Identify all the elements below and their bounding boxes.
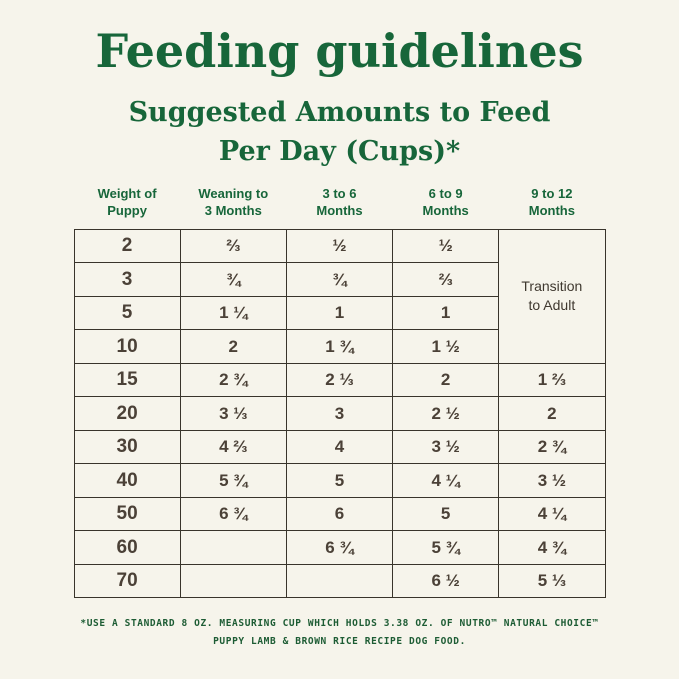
amount-cell: 2 ¾ [498,429,606,465]
amount-cell: 2 [179,329,287,364]
weight-cell: 2 [73,228,181,264]
weight-cell: 70 [73,563,181,599]
amount-cell [285,563,394,599]
column-header: 6 to 9 Months [422,185,469,219]
weight-cell: 3 [73,262,181,297]
column-header: Weight of Puppy [97,185,157,219]
weight-cell: 50 [73,496,181,532]
amount-cell: 6 ¾ [179,496,287,532]
weight-cell: 40 [73,463,181,498]
weight-cell: 10 [73,329,181,364]
column-header: 9 to 12 Months [528,185,575,219]
amount-cell: ⅔ [392,262,500,297]
amount-cell: 2 [392,362,500,398]
amount-cell [179,563,287,599]
page-subtitle: Suggested Amounts to Feed Per Day (Cups)… [128,96,551,167]
amount-cell [179,530,287,565]
table-row: 2 ⅔ ½ ½ Transition to Adult [73,228,606,364]
amount-cell: 2 ⅓ [285,362,394,398]
amount-cell: 3 ⅓ [179,396,287,431]
amount-cell: 1 ½ [392,329,500,364]
amount-cell: 3 ½ [498,463,606,498]
weight-cell: 60 [73,530,181,565]
amount-cell: 3 ½ [392,429,500,465]
amount-cell: 5 ⅓ [498,563,606,599]
transition-cell: Transition to Adult [498,228,606,364]
amount-cell: 1 [392,295,500,331]
amount-cell: 5 ¾ [392,530,500,565]
amount-cell: 1 [285,295,394,331]
header-row: Weight of Puppy Weaning to 3 Months 3 to 6… [74,185,605,230]
footnote-line-2: PUPPY LAMB & BROWN RICE RECIPE DOG FOOD. [213,635,466,647]
amount-cell: 4 ¼ [392,463,500,498]
amount-cell: 1 ¼ [179,295,287,331]
amount-cell: 4 ¼ [498,496,606,532]
page-title: Feeding guidelines [95,24,584,78]
weight-cell: 20 [73,396,181,431]
amount-cell: 3 [285,396,394,431]
amount-cell: 6 [285,496,394,532]
column-header: Weaning to 3 Months [198,185,269,219]
amount-cell: 6 ¾ [285,530,394,565]
amount-cell: ⅔ [179,228,287,264]
amount-cell: 4 ¾ [498,530,606,565]
amount-cell: 2 ¾ [179,362,287,398]
amount-cell: 2 ½ [392,396,500,431]
footnote-line-1: *USE A STANDARD 8 OZ. MEASURING CUP WHIC… [80,618,599,630]
amount-cell: 1 ¾ [285,329,394,364]
amount-cell: ¾ [179,262,287,297]
amount-cell: 5 [392,496,500,532]
amount-cell: 2 [498,396,606,431]
amount-cell: 4 ⅔ [179,429,287,465]
footnote: *USE A STANDARD 8 OZ. MEASURING CUP WHIC… [0,615,679,649]
amount-cell: 5 ¾ [179,463,287,498]
feeding-table: Weight of Puppy Weaning to 3 Months 3 to 6… [73,185,606,599]
column-header: 3 to 6 Months [316,185,363,219]
amount-cell: ½ [285,228,394,264]
weight-cell: 5 [73,295,181,331]
amount-cell: 1 ⅔ [498,362,606,398]
amount-cell: 5 [285,463,394,498]
amount-cell: 4 [285,429,394,465]
table-header-row: Weight of Puppy Weaning to 3 Months 3 to 6… [74,185,605,230]
weight-cell: 15 [73,362,181,398]
weight-cell: 30 [73,429,181,465]
amount-cell: ¾ [285,262,394,297]
amount-cell: 6 ½ [392,563,500,599]
amount-cell: ½ [392,228,500,264]
